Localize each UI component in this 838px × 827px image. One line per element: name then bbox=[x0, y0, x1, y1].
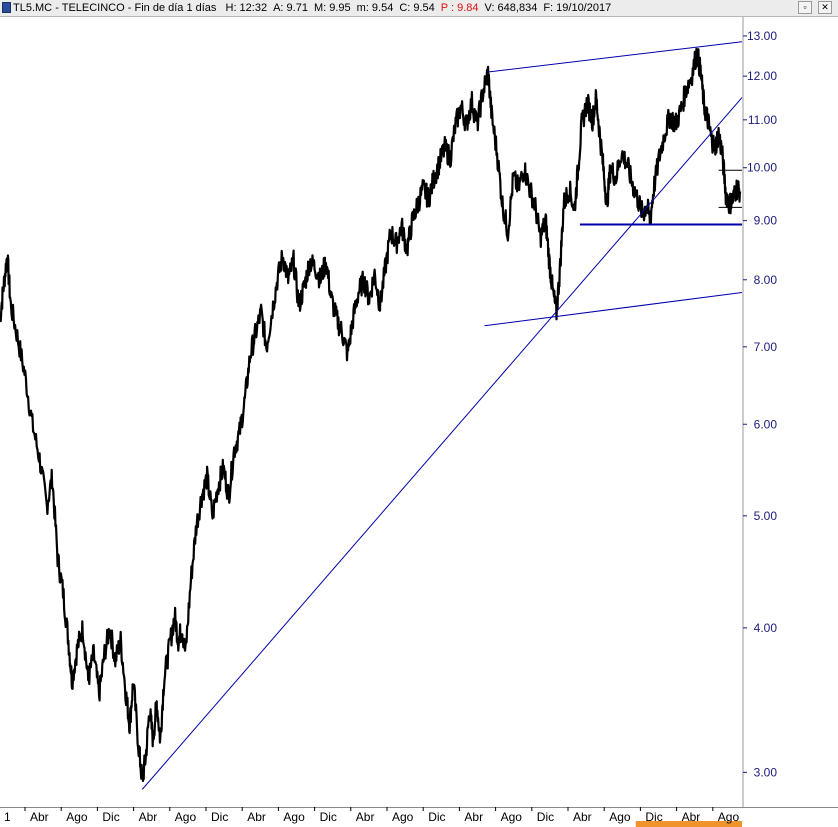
x-axis-highlight-band bbox=[635, 821, 742, 827]
company-name: TELECINCO bbox=[61, 2, 125, 14]
quote-item: M: 9.95 bbox=[313, 2, 351, 14]
x-tick-label: Abr bbox=[139, 810, 158, 824]
restore-window-button[interactable]: ▫ bbox=[798, 1, 812, 14]
y-tick-label: 8.00 bbox=[754, 273, 778, 287]
quote-values: H: 12:32 A: 9.71 M: 9.95 m: 9.54 C: 9.54 P : … bbox=[226, 2, 618, 14]
chart-titlebar[interactable]: TL5.MC - TELECINCO - Fin de día 1 días H… bbox=[0, 0, 838, 17]
x-tick-label: Ago bbox=[392, 810, 414, 824]
trendline[interactable] bbox=[484, 291, 743, 327]
y-tick-label: 3.00 bbox=[754, 765, 778, 779]
quote-item: A: 9.71 bbox=[273, 2, 308, 14]
x-tick-label: Dic bbox=[645, 810, 662, 824]
x-tick-label: Abr bbox=[356, 810, 375, 824]
x-tick-label: Dic bbox=[537, 810, 554, 824]
close-window-button[interactable]: ✕ bbox=[818, 1, 832, 14]
quote-item: F: 19/10/2017 bbox=[543, 2, 612, 14]
quote-item: C: 9.54 bbox=[399, 2, 435, 14]
price-chart-svg: 13.0012.0011.0010.009.008.007.006.005.00… bbox=[0, 17, 838, 827]
quote-item: m: 9.54 bbox=[356, 2, 394, 14]
price-chart[interactable]: 13.00 12.00 11.00 10.00 9.00 8.00 7.00 6.00 5.00… bbox=[0, 17, 838, 827]
titlebar-text: TL5.MC - TELECINCO - Fin de día 1 días H… bbox=[13, 0, 617, 16]
x-tick-label: Ago bbox=[609, 810, 631, 824]
y-tick-label: 10.00 bbox=[747, 161, 777, 175]
x-tick-label: Ago bbox=[501, 810, 523, 824]
trendline[interactable] bbox=[488, 41, 743, 73]
x-tick-label: Ago bbox=[66, 810, 88, 824]
quote-item: H: 12:32 bbox=[225, 2, 268, 14]
trendline[interactable] bbox=[141, 97, 743, 790]
title-separator: - bbox=[55, 2, 59, 14]
x-tick-label: 1 bbox=[4, 810, 11, 824]
x-tick-label: Abr bbox=[682, 810, 701, 824]
y-tick-label: 6.00 bbox=[754, 417, 778, 431]
x-tick-label: Dic bbox=[428, 810, 445, 824]
x-tick-label: Dic bbox=[102, 810, 119, 824]
x-tick-label: Abr bbox=[464, 810, 483, 824]
y-tick-label: 13.00 bbox=[747, 29, 777, 43]
y-tick-label: 9.00 bbox=[754, 214, 778, 228]
y-tick-label: 5.00 bbox=[754, 509, 778, 523]
x-tick-label: Ago bbox=[175, 810, 197, 824]
x-tick-label: Dic bbox=[211, 810, 228, 824]
x-tick-label: Ago bbox=[283, 810, 305, 824]
chart-symbol-icon bbox=[2, 2, 11, 13]
title-separator: - bbox=[127, 2, 132, 14]
price-series-line bbox=[0, 47, 742, 782]
period-label: Fin de día 1 días bbox=[134, 2, 217, 14]
y-tick-label: 7.00 bbox=[754, 340, 778, 354]
y-tick-label: 12.00 bbox=[747, 69, 777, 83]
y-tick-label: 4.00 bbox=[754, 621, 778, 635]
x-tick-label: Abr bbox=[30, 810, 49, 824]
symbol-code: TL5.MC bbox=[13, 2, 53, 14]
x-axis-area bbox=[0, 807, 838, 827]
x-tick-label: Abr bbox=[247, 810, 266, 824]
x-tick-label: Ago bbox=[718, 810, 740, 824]
y-tick-label: 11.00 bbox=[748, 113, 777, 127]
x-tick-label: Dic bbox=[320, 810, 337, 824]
quote-item: P : 9.84 bbox=[440, 2, 479, 14]
quote-item: V: 648,834 bbox=[484, 2, 538, 14]
x-tick-label: Abr bbox=[573, 810, 592, 824]
